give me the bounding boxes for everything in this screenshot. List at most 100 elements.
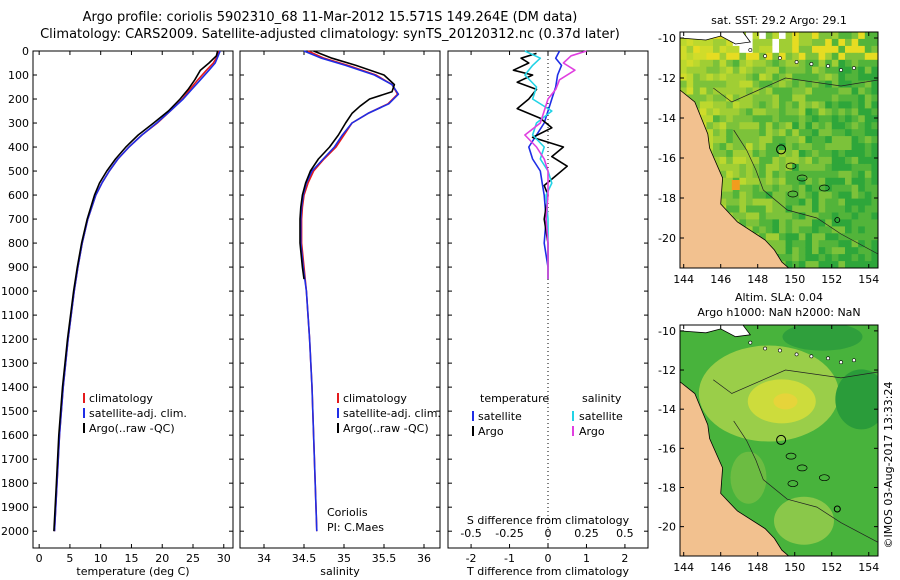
sst-cell: [831, 80, 839, 89]
sst-cell: [812, 80, 820, 89]
reef-island: [748, 48, 753, 52]
sst-cell: [825, 143, 833, 151]
sst-cell: [845, 143, 853, 151]
sst-cell: [858, 66, 866, 75]
sst-cell: [871, 59, 878, 68]
sst-cell: [851, 32, 859, 40]
sst-cell: [792, 136, 800, 144]
sst-cell: [812, 156, 820, 165]
sst-cell: [805, 170, 813, 179]
sst-cell: [798, 80, 806, 89]
sst-cell: [851, 52, 859, 61]
sst-cell: [831, 101, 839, 109]
sst-cell: [838, 254, 846, 262]
sst-cell: [864, 233, 872, 241]
sst-cell: [864, 52, 872, 61]
map-y-tick-label: -14: [658, 403, 676, 416]
x-tick-label: -1: [504, 552, 515, 565]
legend-label: satellite: [478, 410, 522, 423]
sst-cell: [812, 38, 820, 47]
reef-island: [794, 352, 799, 357]
sst-cell: [726, 177, 734, 186]
sst-cell: [772, 247, 780, 255]
sst-cell: [739, 212, 747, 220]
sst-cell: [765, 87, 773, 95]
x-tick-label: 20: [155, 552, 169, 565]
sst-cell: [759, 226, 767, 234]
sst-cell: [798, 73, 806, 82]
sst-cell: [858, 261, 866, 268]
reef-island: [852, 66, 856, 70]
sst-cell: [772, 45, 780, 54]
sst-cell: [719, 163, 727, 172]
sst-cell: [858, 38, 866, 47]
sla-map-subtitle: Argo h1000: NaN h2000: NaN: [697, 306, 860, 319]
sst-cell: [726, 52, 734, 61]
sst-cell: [779, 115, 787, 123]
depth-tick-label: 600: [8, 189, 29, 202]
sst-cell: [765, 129, 773, 137]
sst-cell: [858, 163, 866, 172]
sst-cell: [838, 32, 846, 40]
sst-cell: [858, 45, 866, 54]
sst-cell: [825, 73, 833, 82]
depth-tick-label: 1100: [1, 309, 29, 322]
sst-cell: [752, 101, 760, 109]
sst-cell: [831, 52, 839, 61]
depth-tick-label: 700: [8, 213, 29, 226]
map-x-tick-label: 154: [858, 273, 879, 286]
sst-cell: [812, 73, 820, 82]
sst-cell: [759, 219, 767, 227]
sst-cell: [831, 170, 839, 179]
sst-cell: [845, 205, 853, 213]
sst-cell: [759, 94, 767, 102]
sst-cell: [858, 94, 866, 102]
sst-cell: [785, 122, 793, 130]
sst-cell: [759, 212, 767, 220]
sst-cell: [864, 177, 872, 186]
sst-cell: [759, 87, 767, 95]
sst-cell: [851, 73, 859, 82]
sst-cell: [864, 38, 872, 47]
sst-cell: [864, 163, 872, 172]
sst-cell: [792, 80, 800, 89]
sst-cell: [752, 59, 760, 68]
sst-cell: [825, 170, 833, 179]
sst-cell: [779, 184, 787, 193]
sst-cell: [686, 59, 694, 68]
sst-cell: [798, 198, 806, 207]
sst-cell: [746, 170, 754, 179]
sst-cell: [805, 52, 813, 61]
salinity-panel: 34 34.5 35 35.5 36 salinity climatology satelli…: [239, 50, 441, 578]
legend-label: satellite-adj. clim.: [89, 407, 187, 420]
sst-cell: [759, 205, 767, 213]
sst-cell: [851, 66, 859, 75]
sst-cell: [818, 59, 826, 68]
sst-cell: [858, 233, 866, 241]
sst-cell: [851, 198, 859, 207]
sst-cell: [818, 198, 826, 207]
x-axis-label: temperature (deg C): [76, 565, 189, 578]
sst-cell: [765, 212, 773, 220]
sst-cell: [693, 59, 701, 68]
sst-cell: [680, 80, 688, 89]
sst-cell: [845, 66, 853, 75]
sst-cell: [779, 163, 787, 172]
sst-cell: [752, 163, 760, 172]
isobath: [713, 369, 878, 394]
sst-cell: [838, 73, 846, 82]
sst-cell: [719, 80, 727, 89]
sst-cell: [686, 80, 694, 89]
sst-cell: [693, 38, 701, 47]
header-line-2: Climatology: CARS2009. Satellite-adjuste…: [40, 27, 620, 42]
sst-cell: [732, 129, 740, 137]
sst-cell: [825, 233, 833, 241]
sst-cell: [732, 52, 740, 61]
sst-cell: [739, 52, 747, 61]
sst-cell: [798, 52, 806, 61]
sst-cell: [798, 156, 806, 165]
sst-cell: [779, 80, 787, 89]
sst-cell: [838, 94, 846, 102]
sst-cell: [746, 163, 754, 172]
